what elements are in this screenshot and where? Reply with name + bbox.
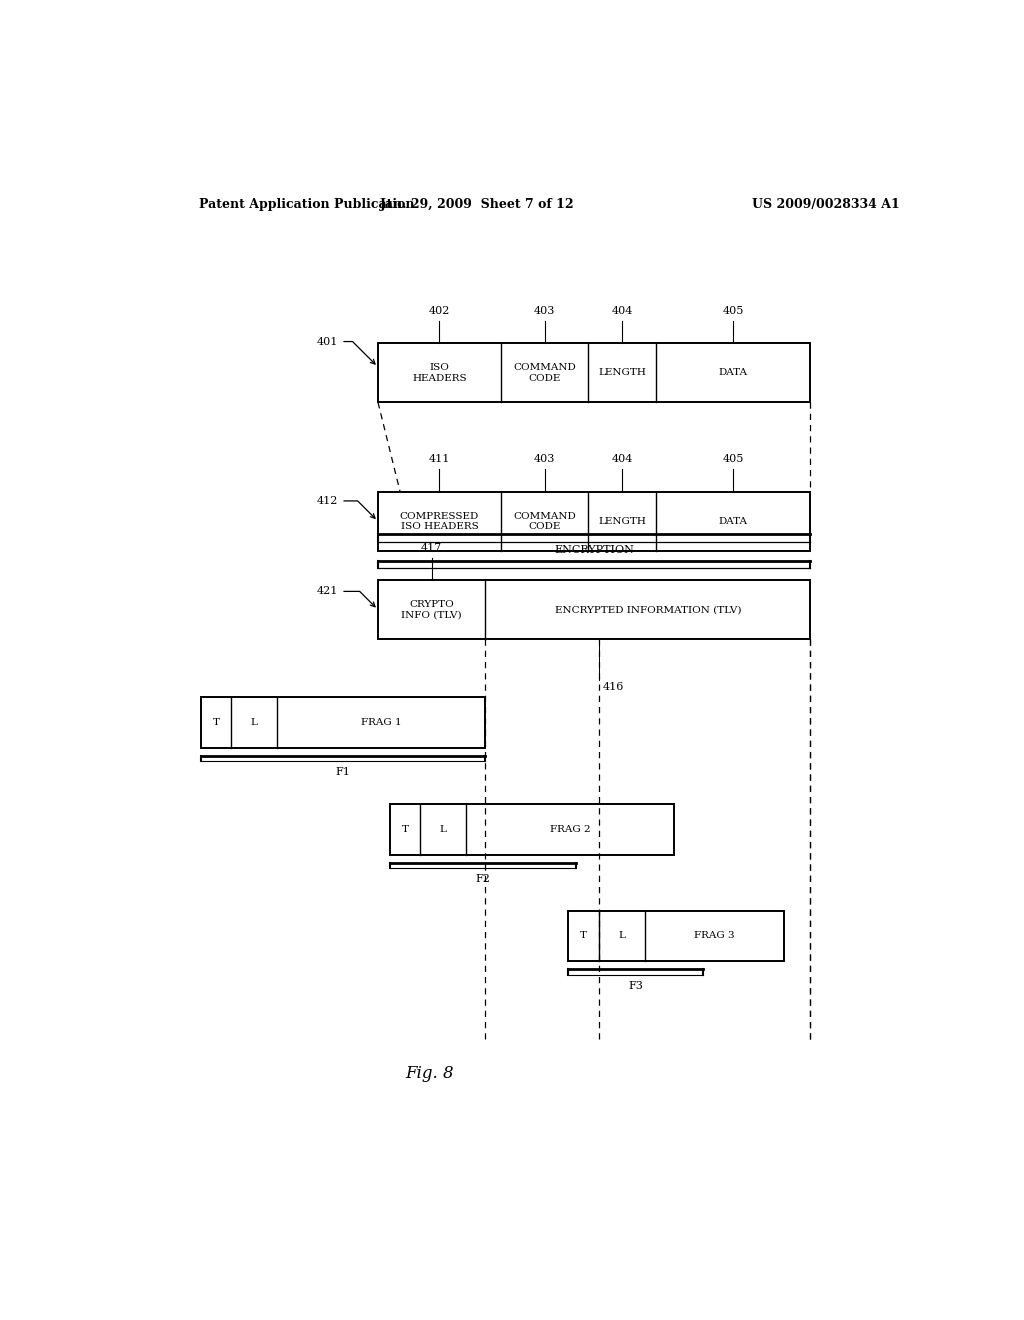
Text: COMPRESSED
ISO HEADERS: COMPRESSED ISO HEADERS bbox=[399, 512, 479, 531]
Bar bbox=[201, 697, 485, 748]
Text: DATA: DATA bbox=[719, 368, 748, 378]
Text: ISO
HEADERS: ISO HEADERS bbox=[413, 363, 467, 383]
Text: DATA: DATA bbox=[719, 516, 748, 525]
Bar bbox=[568, 911, 783, 961]
Text: FRAG 2: FRAG 2 bbox=[550, 825, 591, 834]
Text: 401: 401 bbox=[317, 337, 375, 364]
Text: Patent Application Publication: Patent Application Publication bbox=[200, 198, 415, 211]
Text: F2: F2 bbox=[476, 874, 490, 884]
Text: ENCRYPTED INFORMATION (TLV): ENCRYPTED INFORMATION (TLV) bbox=[555, 605, 741, 614]
Text: L: L bbox=[251, 718, 258, 727]
Bar bbox=[390, 804, 674, 854]
Text: COMMAND
CODE: COMMAND CODE bbox=[513, 363, 577, 383]
Text: T: T bbox=[580, 932, 587, 940]
Text: 404: 404 bbox=[611, 306, 633, 315]
Text: F3: F3 bbox=[629, 981, 643, 991]
Bar bbox=[378, 343, 811, 403]
Text: 405: 405 bbox=[723, 306, 743, 315]
Text: COMMAND
CODE: COMMAND CODE bbox=[513, 512, 577, 531]
Text: 412: 412 bbox=[317, 496, 375, 519]
Text: FRAG 1: FRAG 1 bbox=[360, 718, 401, 727]
Text: L: L bbox=[439, 825, 446, 834]
Text: Jan. 29, 2009  Sheet 7 of 12: Jan. 29, 2009 Sheet 7 of 12 bbox=[380, 198, 574, 211]
Text: 403: 403 bbox=[534, 454, 555, 465]
Text: 416: 416 bbox=[603, 682, 625, 692]
Text: Fig. 8: Fig. 8 bbox=[406, 1065, 454, 1081]
Text: CRYPTO
INFO (TLV): CRYPTO INFO (TLV) bbox=[401, 601, 462, 619]
Text: 403: 403 bbox=[534, 306, 555, 315]
Text: LENGTH: LENGTH bbox=[598, 516, 646, 525]
Text: 404: 404 bbox=[611, 454, 633, 465]
Text: LENGTH: LENGTH bbox=[598, 368, 646, 378]
Bar bbox=[378, 492, 811, 550]
Text: 405: 405 bbox=[723, 454, 743, 465]
Text: 411: 411 bbox=[429, 454, 451, 465]
Bar bbox=[378, 581, 811, 639]
Text: US 2009/0028334 A1: US 2009/0028334 A1 bbox=[753, 198, 900, 211]
Text: T: T bbox=[401, 825, 409, 834]
Text: ENCRYPTION: ENCRYPTION bbox=[554, 545, 634, 554]
Text: 402: 402 bbox=[429, 306, 451, 315]
Text: 421: 421 bbox=[317, 586, 375, 607]
Text: FRAG 3: FRAG 3 bbox=[694, 932, 734, 940]
Text: F1: F1 bbox=[336, 767, 350, 777]
Text: T: T bbox=[213, 718, 219, 727]
Text: 417: 417 bbox=[421, 543, 442, 553]
Text: L: L bbox=[618, 932, 625, 940]
